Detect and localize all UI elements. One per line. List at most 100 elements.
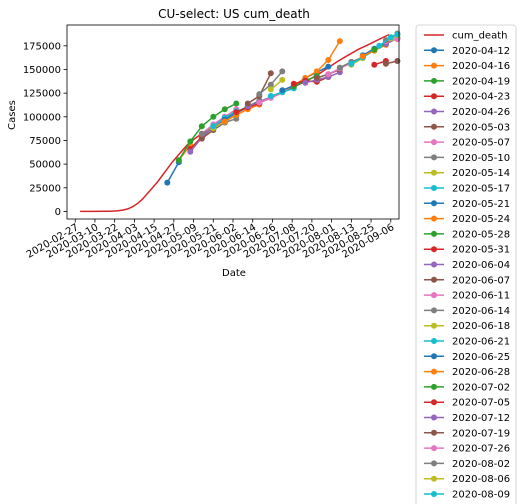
- y-tick-label: 150000: [23, 65, 61, 76]
- series-2020-06-18: [267, 76, 286, 93]
- legend-item: 2020-07-02: [424, 382, 510, 393]
- data-point: [371, 46, 378, 53]
- data-point: [187, 138, 194, 145]
- y-axis-label: Cases: [7, 100, 18, 130]
- legend-label: 2020-06-28: [452, 367, 510, 378]
- legend-marker: [431, 139, 437, 146]
- legend-label: 2020-05-10: [452, 153, 510, 164]
- data-point: [336, 38, 343, 45]
- legend-item: 2020-05-24: [424, 214, 510, 225]
- data-point: [233, 100, 240, 107]
- series-line: [189, 118, 226, 153]
- legend-item: 2020-06-25: [424, 352, 510, 363]
- y-tick-label: 25000: [29, 183, 61, 194]
- legend-item: 2020-04-16: [424, 61, 510, 72]
- data-point: [164, 179, 171, 186]
- legend-label: 2020-08-09: [452, 490, 510, 501]
- legend-marker: [431, 322, 437, 329]
- legend-item: 2020-08-02: [424, 459, 510, 470]
- series-line: [80, 33, 390, 213]
- legend-label: 2020-07-02: [452, 382, 510, 393]
- legend-label: 2020-05-24: [452, 214, 510, 225]
- data-point: [325, 57, 332, 63]
- legend-item: 2020-08-09: [424, 490, 510, 501]
- legend-marker: [431, 414, 437, 421]
- data-point: [382, 60, 389, 67]
- legend-marker: [431, 93, 437, 100]
- legend-item: 2020-05-21: [424, 199, 510, 210]
- legend-item: 2020-05-14: [424, 168, 510, 179]
- data-point: [221, 106, 228, 113]
- x-axis-label: Date: [222, 268, 246, 279]
- legend-label: 2020-06-14: [452, 306, 510, 317]
- legend-marker: [431, 230, 437, 237]
- x-axis: 2020-02-272020-03-102020-03-222020-04-03…: [25, 219, 396, 261]
- legend-marker: [431, 276, 437, 283]
- y-tick-label: 0: [55, 207, 61, 218]
- legend-label: 2020-05-17: [452, 184, 510, 195]
- data-point: [221, 118, 228, 125]
- legend-marker: [431, 200, 437, 207]
- series-line: [224, 103, 260, 123]
- legend-marker: [431, 429, 437, 436]
- y-axis: 0 25000 50000 75000 100000 125000 150000 175000: [23, 41, 67, 218]
- legend-label: 2020-06-25: [452, 352, 510, 363]
- legend-label: 2020-05-28: [452, 229, 510, 240]
- legend-label: cum_death: [452, 31, 507, 42]
- data-point: [244, 100, 251, 107]
- legend-item: 2020-08-06: [424, 474, 510, 485]
- legend-label: 2020-04-12: [452, 46, 510, 57]
- series-line: [201, 108, 237, 135]
- legend-label: 2020-05-21: [452, 199, 510, 210]
- legend-marker: [431, 292, 437, 299]
- legend-item: 2020-05-28: [424, 229, 510, 240]
- legend-label: 2020-07-19: [452, 428, 510, 439]
- legend-label: 2020-06-18: [452, 321, 510, 332]
- legend-marker: [431, 338, 437, 344]
- data-point: [279, 87, 286, 94]
- data-point: [267, 81, 274, 88]
- legend-marker: [431, 123, 437, 130]
- data-point: [313, 68, 320, 75]
- y-tick-label: 50000: [29, 160, 61, 171]
- legend-label: 2020-07-12: [452, 413, 510, 424]
- data-point: [325, 63, 332, 70]
- series-cum_death: [80, 33, 390, 213]
- legend-marker: [431, 47, 437, 54]
- data-point: [336, 64, 343, 71]
- data-point: [387, 34, 394, 41]
- legend-marker: [431, 169, 437, 176]
- legend-label: 2020-04-19: [452, 76, 510, 87]
- data-point: [198, 135, 205, 142]
- data-point: [290, 80, 297, 87]
- legend-marker: [431, 108, 437, 115]
- legend-marker: [431, 246, 437, 253]
- legend-item: 2020-04-19: [424, 76, 510, 87]
- legend-label: 2020-05-14: [452, 168, 510, 179]
- data-point: [267, 86, 274, 93]
- y-tick-label: 100000: [23, 112, 61, 123]
- legend-item: cum_death: [424, 31, 507, 42]
- legend-item: 2020-04-12: [424, 46, 510, 57]
- series-2020-06-14: [256, 68, 286, 98]
- legend-item: 2020-06-04: [424, 260, 510, 271]
- legend-item: 2020-05-07: [424, 138, 510, 149]
- data-point: [175, 157, 182, 164]
- data-point: [233, 109, 240, 116]
- legend-label: 2020-05-31: [452, 245, 510, 256]
- data-point: [325, 71, 332, 78]
- data-point: [376, 42, 383, 49]
- legend-item: 2020-06-21: [424, 337, 510, 348]
- legend-label: 2020-04-23: [452, 92, 510, 103]
- plot-area: [80, 30, 401, 213]
- data-point: [394, 31, 401, 38]
- legend-marker: [431, 399, 437, 406]
- data-point: [210, 113, 217, 120]
- legend-item: 2020-04-26: [424, 107, 510, 118]
- legend-item: 2020-05-17: [424, 184, 510, 195]
- legend-marker: [431, 185, 437, 191]
- legend-marker: [431, 460, 437, 467]
- data-point: [313, 75, 320, 81]
- legend-marker: [431, 154, 437, 161]
- legend-label: 2020-05-07: [452, 138, 510, 149]
